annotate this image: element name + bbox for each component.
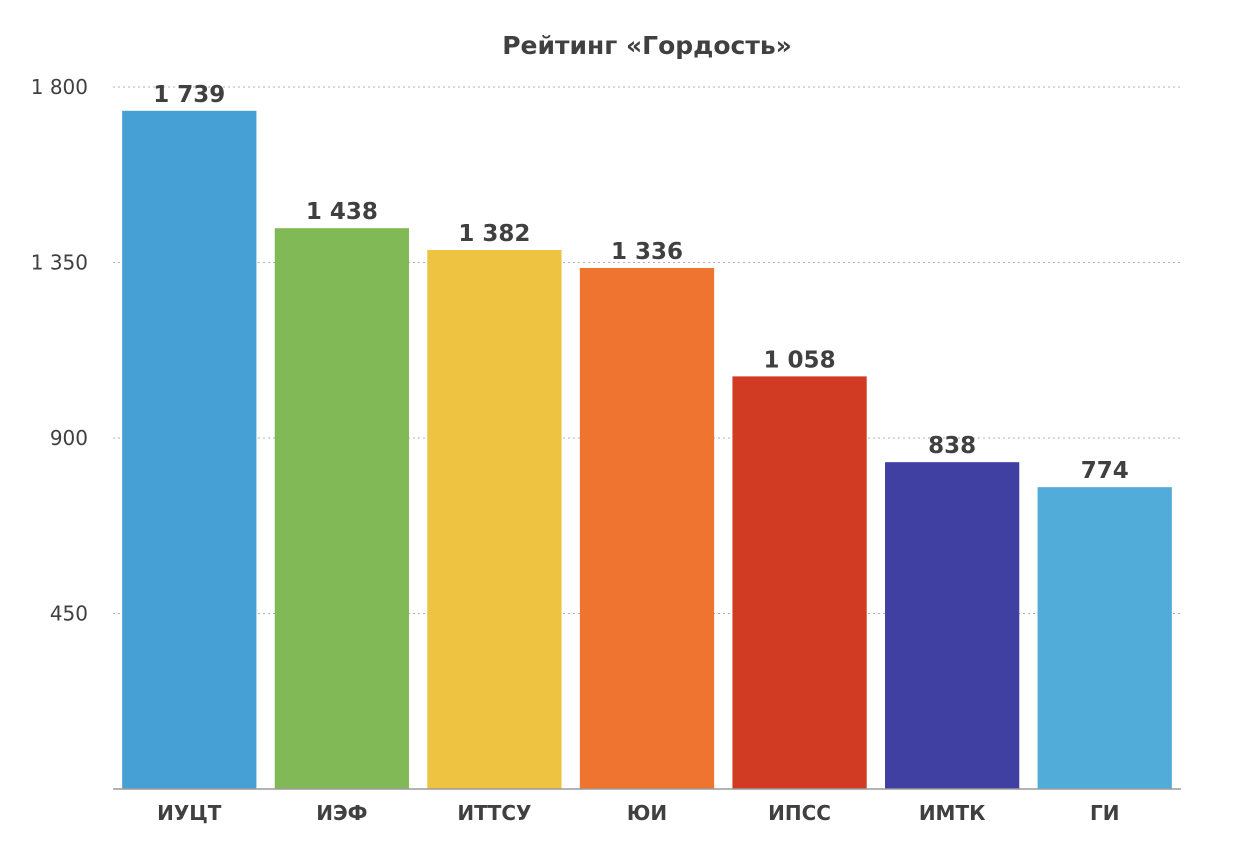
- bar: [427, 250, 562, 789]
- data-label: 1 438: [306, 199, 378, 225]
- x-tick-label: ИМТК: [919, 801, 986, 825]
- bar: [1037, 487, 1172, 789]
- x-tick-label: ЮИ: [627, 801, 667, 825]
- bars: [122, 110, 1172, 790]
- bar: [122, 110, 257, 790]
- x-axis-ticks: ИУЦТ ИЭФ ИТТСУ ЮИ ИПСС ИМТК ГИ: [157, 801, 1119, 825]
- bar: [579, 267, 715, 790]
- y-tick-label: 1 350: [31, 251, 88, 275]
- y-tick-label: 1 800: [31, 75, 88, 99]
- x-tick-label: ИТТСУ: [457, 801, 531, 825]
- y-axis-ticks: 450 900 1 350 1 800: [31, 75, 88, 626]
- data-labels: 1 739 1 438 1 382 1 336 1 058 838 774: [153, 82, 1128, 484]
- bar: [885, 462, 1020, 789]
- data-label: 1 336: [611, 239, 683, 265]
- data-label: 1 739: [153, 82, 225, 108]
- data-label: 1 058: [764, 347, 836, 373]
- y-tick-label: 450: [50, 602, 88, 626]
- bar: [274, 228, 409, 789]
- data-label: 774: [1081, 458, 1129, 484]
- data-label: 838: [928, 433, 976, 459]
- x-tick-label: ИЭФ: [316, 801, 367, 825]
- data-label: 1 382: [458, 221, 530, 247]
- x-tick-label: ИПСС: [768, 801, 831, 825]
- y-tick-label: 900: [50, 426, 88, 450]
- bar: [732, 376, 867, 789]
- x-tick-label: ИУЦТ: [157, 801, 222, 825]
- chart-title: Рейтинг «Гордость»: [502, 31, 792, 60]
- x-tick-label: ГИ: [1090, 801, 1119, 825]
